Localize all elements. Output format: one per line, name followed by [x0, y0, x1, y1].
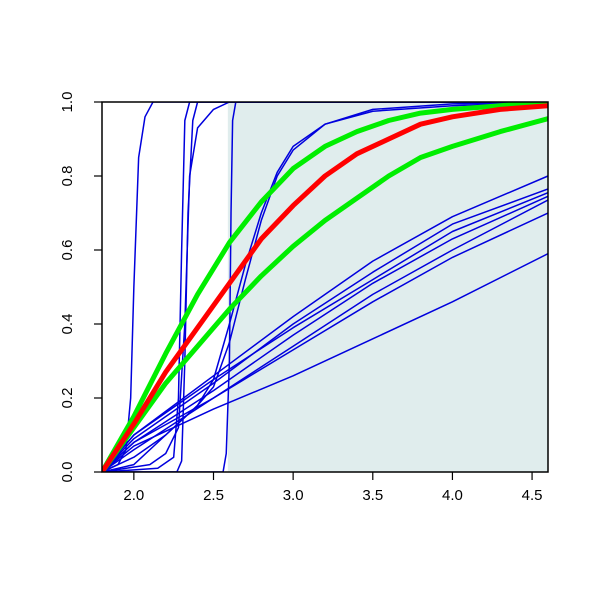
series-line-5	[102, 102, 548, 472]
y-tick-label: 0.6	[59, 240, 76, 261]
x-tick-label: 3.5	[362, 487, 383, 504]
shaded-region	[227, 102, 549, 472]
x-tick-label: 4.0	[442, 487, 463, 504]
y-tick-label: 1.0	[59, 92, 76, 113]
series-line-14	[102, 252, 548, 472]
series-line-9	[102, 188, 548, 472]
series-line-13	[102, 212, 548, 472]
y-tick-label: 0.2	[59, 388, 76, 409]
x-tick-label: 2.0	[123, 487, 144, 504]
x-tick-label: 4.5	[522, 487, 543, 504]
shaded-region-layer	[227, 102, 549, 472]
y-tick-label: 0.8	[59, 166, 76, 187]
series-line-16	[102, 116, 548, 472]
x-tick-label: 2.5	[203, 487, 224, 504]
axes-layer: 2.0 2.5 3.0 3.5 4.0 4.5 0.0 0.2 0.4 0.6 0.8 1.0	[59, 92, 549, 504]
series-line-7	[102, 102, 548, 472]
y-tick-label: 0.4	[59, 314, 76, 335]
plot-frame	[101, 101, 549, 473]
series-line-12	[102, 199, 548, 472]
y-tick-label: 0.0	[59, 462, 76, 483]
series-line-4	[102, 102, 548, 472]
series-line-15	[102, 102, 548, 472]
series-line-10	[102, 191, 548, 472]
x-tick-label: 3.0	[283, 487, 304, 504]
series-layer	[102, 102, 548, 472]
series-line-17	[102, 103, 548, 472]
